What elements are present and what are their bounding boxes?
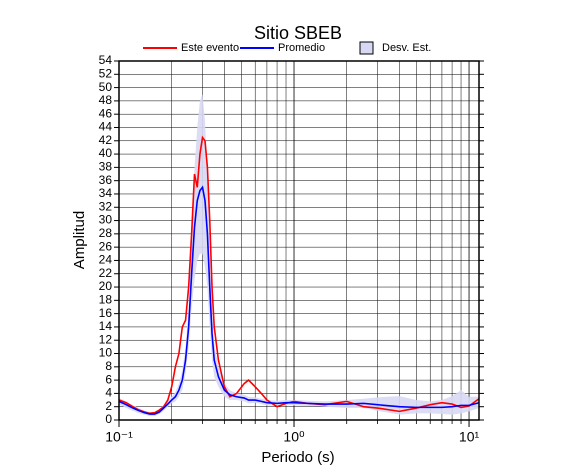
y-tick-label: 38 xyxy=(99,160,113,174)
y-tick-label: 40 xyxy=(99,146,113,160)
x-tick-label: 10⁰ xyxy=(283,429,305,445)
y-tick-label: 50 xyxy=(99,80,113,94)
plot-frame xyxy=(118,60,480,421)
y-tick-label: 28 xyxy=(99,226,113,240)
x-tick-label: 10¹ xyxy=(459,429,480,445)
legend-label: Este evento xyxy=(181,42,239,54)
y-tick-label: 24 xyxy=(99,253,113,267)
y-tick-label: 20 xyxy=(99,279,113,293)
legend-swatch xyxy=(359,41,374,55)
y-tick-label: 2 xyxy=(105,399,112,413)
y-tick-label: 18 xyxy=(99,293,113,307)
y-tick-label: 54 xyxy=(99,53,113,67)
series-line xyxy=(118,185,480,415)
y-tick-label: 30 xyxy=(99,213,113,227)
y-tick-label: 48 xyxy=(99,93,113,107)
y-tick-label: 16 xyxy=(99,306,113,320)
y-tick-label: 10 xyxy=(99,346,113,360)
y-tick-label: 12 xyxy=(99,332,113,346)
y-tick-label: 0 xyxy=(105,412,112,426)
y-axis-label: Amplitud xyxy=(71,211,88,269)
std-band xyxy=(119,94,479,417)
y-tick-label: 46 xyxy=(99,106,113,120)
legend-label: Promedio xyxy=(278,42,325,54)
y-tick-label: 6 xyxy=(105,372,112,386)
y-tick-label: 34 xyxy=(99,186,113,200)
y-tick-label: 4 xyxy=(105,386,112,400)
y-tick-label: 14 xyxy=(99,319,113,333)
y-tick-label: 26 xyxy=(99,239,113,253)
x-axis-label: Periodo (s) xyxy=(261,449,334,466)
y-tick-label: 52 xyxy=(99,66,113,80)
x-tick-label: 10⁻¹ xyxy=(105,429,133,445)
chart-title: Sitio SBEB xyxy=(254,23,342,43)
y-tick-label: 36 xyxy=(99,173,113,187)
y-tick-label: 22 xyxy=(99,266,113,280)
series-line xyxy=(118,135,480,415)
y-tick-label: 44 xyxy=(99,120,113,134)
legend-label: Desv. Est. xyxy=(382,42,431,54)
y-tick-label: 8 xyxy=(105,359,112,373)
y-tick-label: 32 xyxy=(99,199,113,213)
y-tick-label: 42 xyxy=(99,133,113,147)
